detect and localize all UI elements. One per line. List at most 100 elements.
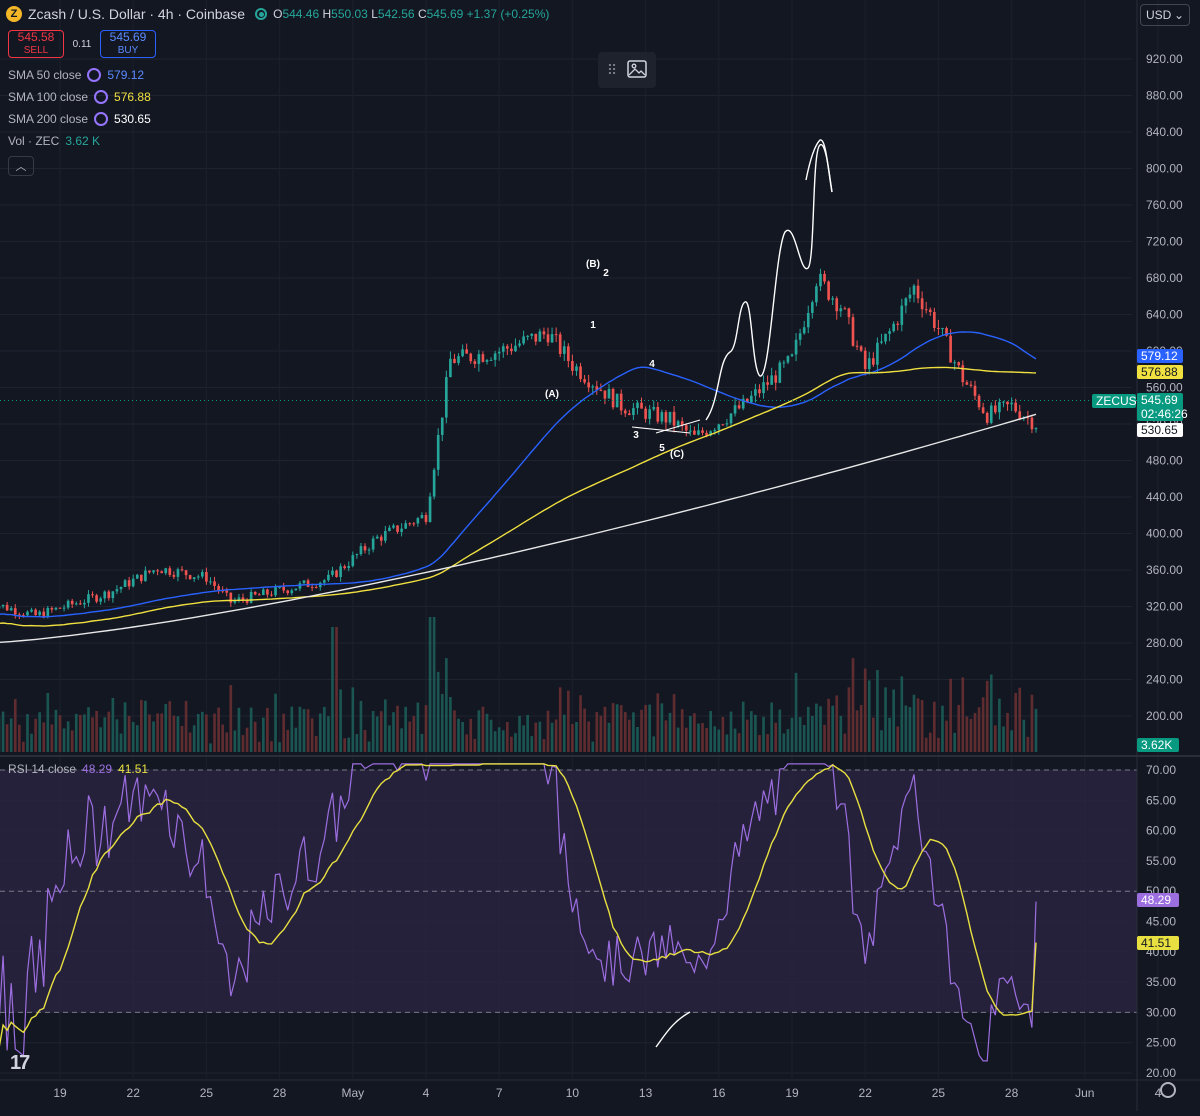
volume-bar: [746, 720, 749, 752]
drawing-toolbar[interactable]: ⠿: [598, 52, 656, 88]
symbol-title[interactable]: Zcash / U.S. Dollar · 4h · Coinbase: [28, 6, 245, 22]
volume-bar: [937, 738, 940, 752]
volume-bar: [555, 720, 558, 752]
volume-bar: [437, 672, 440, 752]
candle-up: [136, 575, 139, 579]
indicator-settings-icon[interactable]: [87, 68, 101, 82]
currency-select[interactable]: USD ⌄: [1140, 4, 1190, 26]
volume-bar: [6, 724, 9, 752]
candle-up: [697, 430, 700, 434]
volume-bar: [522, 725, 525, 752]
volume-bar: [217, 708, 220, 752]
volume-bar: [730, 712, 733, 752]
price-tick-label: 840.00: [1146, 125, 1183, 139]
legend-sma50[interactable]: SMA 50 close 579.12: [8, 68, 144, 82]
volume-bar: [530, 736, 533, 752]
candle-up: [909, 295, 912, 299]
candle-down: [555, 334, 558, 335]
wave-label: 2: [603, 268, 609, 279]
legend-sma100[interactable]: SMA 100 close 576.88: [8, 90, 151, 104]
candle-down: [823, 274, 826, 282]
volume-bar: [295, 728, 298, 752]
candle-down: [835, 298, 838, 311]
candle-down: [673, 412, 676, 426]
gear-icon[interactable]: [1160, 1082, 1176, 1098]
candle-up: [392, 525, 395, 527]
drag-handle-icon[interactable]: ⠿: [607, 62, 617, 79]
candle-up: [526, 336, 529, 337]
volume-bar: [815, 704, 818, 752]
price-tick-label: 920.00: [1146, 52, 1183, 66]
candle-down: [860, 346, 863, 350]
volume-bar: [412, 716, 415, 752]
volume-bar: [823, 725, 826, 752]
candle-up: [990, 406, 993, 423]
time-tick-label: 22: [859, 1086, 873, 1100]
volume-bar: [303, 709, 306, 752]
price-tick-label: 720.00: [1146, 235, 1183, 249]
volume-bar: [905, 706, 908, 752]
candle-down: [982, 407, 985, 413]
volume-bar: [872, 718, 875, 752]
collapse-legend-button[interactable]: ︿: [8, 156, 34, 176]
candle-up: [494, 353, 497, 359]
time-tick-label: 10: [566, 1086, 580, 1100]
candle-down: [685, 425, 688, 430]
volume-bar: [250, 708, 253, 752]
candle-up: [368, 550, 371, 551]
tradingview-logo[interactable]: 17: [10, 1052, 28, 1075]
candle-down: [758, 389, 761, 393]
candle-up: [421, 515, 424, 518]
legend-sma200[interactable]: SMA 200 close 530.65: [8, 112, 151, 126]
volume-bar: [465, 734, 468, 752]
candle-down: [974, 386, 977, 396]
volume-bar: [388, 725, 391, 752]
indicator-settings-icon[interactable]: [94, 90, 108, 104]
candle-up: [778, 363, 781, 383]
candle-up: [63, 608, 66, 609]
volume-bar: [774, 723, 777, 752]
volume-bar: [726, 734, 729, 752]
image-icon[interactable]: [627, 60, 647, 81]
sma-lines: [0, 332, 1036, 643]
volume-bar: [229, 685, 232, 752]
candle-up: [636, 403, 639, 408]
wave-label: 3: [633, 430, 639, 441]
candle-down: [978, 396, 981, 407]
rsi-legend[interactable]: RSI 14 close 48.29 41.51: [8, 762, 148, 776]
volume-bar: [209, 743, 212, 752]
indicator-settings-icon[interactable]: [94, 112, 108, 126]
volume-bar: [648, 705, 651, 752]
candle-down: [966, 382, 969, 384]
candle-up: [400, 529, 403, 532]
sell-button[interactable]: 545.58 SELL: [8, 30, 64, 58]
volume-bar: [575, 722, 578, 752]
volume-bar: [197, 714, 200, 752]
candle-up: [26, 612, 29, 616]
candle-up: [262, 589, 265, 595]
volume-bar: [616, 704, 619, 752]
candle-up: [461, 349, 464, 356]
volume-bar: [778, 710, 781, 752]
volume-bar: [46, 693, 49, 752]
sma200-line: [0, 414, 1036, 643]
volume-bar: [445, 658, 448, 752]
volume-bar: [697, 724, 700, 752]
volume-bar: [900, 676, 903, 752]
volume-bar: [811, 716, 814, 752]
volume-bar: [506, 722, 509, 752]
buy-button[interactable]: 545.69 BUY: [100, 30, 156, 58]
volume-bar: [998, 699, 1001, 752]
legend-volume[interactable]: Vol · ZEC 3.62 K: [8, 134, 100, 148]
volume-bar: [461, 722, 464, 752]
candle-down: [315, 587, 318, 588]
candle-down: [335, 571, 338, 577]
volume-bar: [876, 670, 879, 752]
candle-up: [868, 358, 871, 369]
candle-up: [900, 306, 903, 325]
candle-down: [844, 308, 847, 309]
volume-bar: [258, 742, 261, 752]
last-price-tag: 545.69 02:46:26: [1137, 393, 1183, 421]
